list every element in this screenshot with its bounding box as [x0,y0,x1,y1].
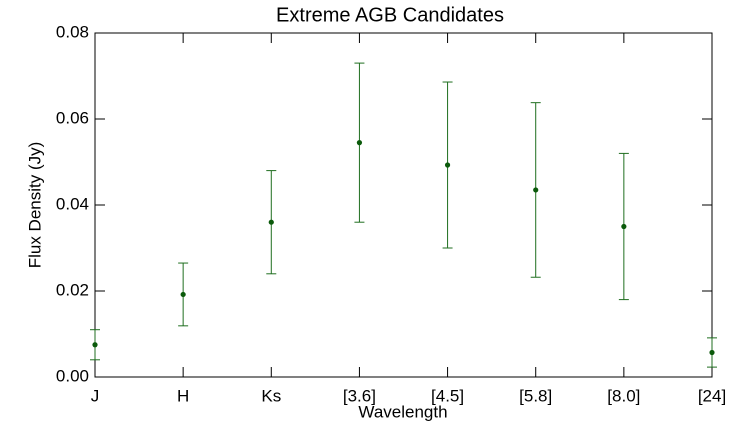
y-tick-label: 0.02 [56,280,89,299]
y-tick-label: 0.00 [56,366,89,385]
data-point [621,223,627,230]
data-point [268,219,274,225]
data-point [444,162,451,168]
x-tick-label: J [91,386,100,405]
data-point [92,342,98,348]
x-axis-label: Wavelength [358,402,447,421]
x-tick-label: [24] [698,386,726,405]
x-tick-label: [8.0] [607,386,640,405]
y-tick-label: 0.06 [56,108,89,127]
data-point [180,291,186,298]
chart-title: Extreme AGB Candidates [276,4,504,26]
x-tick-label: [4.5] [431,386,464,405]
data-point [533,187,539,193]
data-point [709,349,715,356]
y-tick-label: 0.04 [56,194,89,213]
data-point [356,140,363,146]
x-tick-label: [5.8] [519,386,552,405]
y-tick-label: 0.08 [56,22,89,41]
x-tick-label: H [177,386,189,405]
x-tick-label: Ks [261,386,281,405]
x-tick-label: [3.6] [343,386,376,405]
y-axis-label: Flux Density (Jy) [25,142,44,269]
